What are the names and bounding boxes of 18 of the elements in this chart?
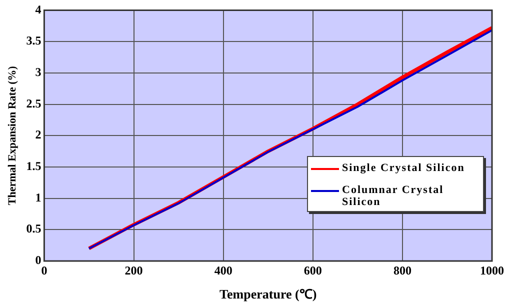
y-tick-label: 0 [35,253,42,268]
x-tick-label: 1000 [480,263,504,278]
y-tick-label: 1.5 [26,159,42,174]
legend-label: Single Crystal Silicon [342,162,465,174]
x-axis-title: Temperature (℃) [220,286,317,302]
x-tick-label: 600 [304,263,322,278]
legend-label: Columnar Crystal Silicon [342,184,445,208]
y-tick-label: 2.5 [26,96,42,110]
x-tick-label: 200 [124,263,143,278]
x-tick-label: 400 [214,263,232,278]
y-axis-title: Thermal Expansion Rate (%) [6,66,18,206]
y-tick-label: 3.5 [26,34,42,48]
y-tick-label: 1 [35,190,42,204]
y-tick-label: 0.5 [26,222,42,236]
y-tick-label: 4 [35,2,42,16]
y-tick-label: 3 [35,64,42,79]
y-tick-label: 2 [35,128,42,142]
x-tick-label: 800 [393,263,412,278]
